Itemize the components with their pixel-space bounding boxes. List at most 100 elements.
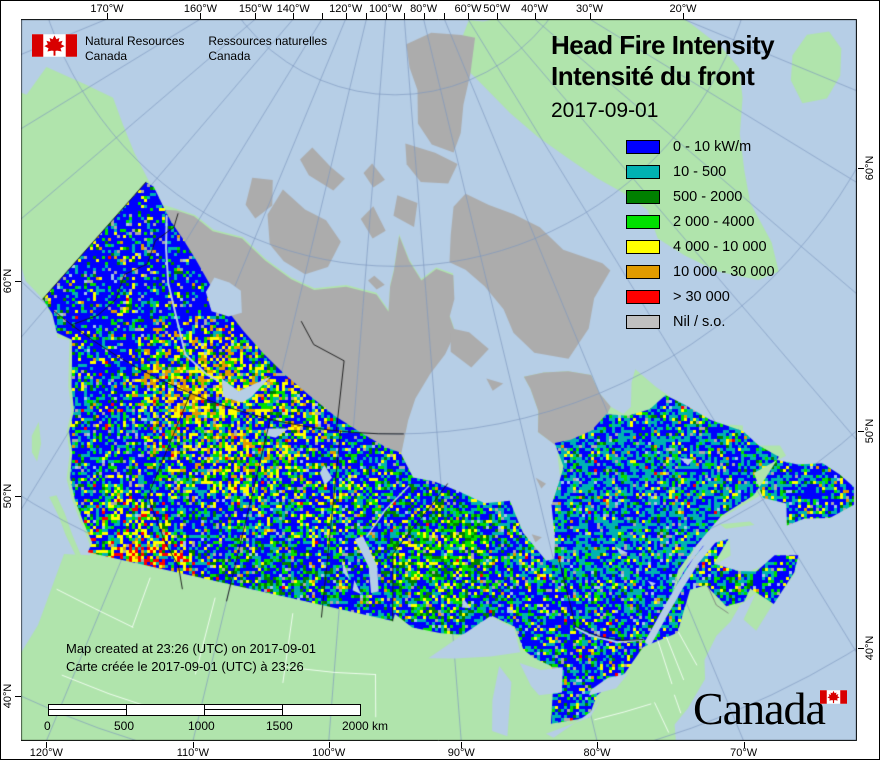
axis-label: 110°W [176,747,210,759]
scale-bar-graphic [48,704,361,716]
axis-label: 50°W [483,3,511,15]
legend-swatch [626,314,660,329]
legend-label: > 30 000 [673,288,730,305]
legend-swatch [626,239,660,254]
scale-bar: 0 500 1000 1500 2000 km [44,704,389,733]
dept-name-fr-line1: Ressources naturelles [208,34,328,48]
scale-bar-tick-label: 0 [44,719,51,733]
axis-label: 160°W [183,3,218,15]
legend-item: 0 - 10 kW/m [626,134,775,159]
legend: 0 - 10 kW/m 10 - 500 500 - 2000 2 000 - 400… [626,134,775,334]
credits-line-fr: Carte créée le 2017-09-01 (UTC) à 23:26 [66,659,304,674]
axis-tick [15,281,21,283]
legend-swatch [626,264,660,279]
credits-line-en: Map created at 23:26 (UTC) on 2017-09-01 [66,641,317,656]
axis-tick [366,13,368,19]
axis-label: 60°N [2,268,14,294]
axis-tick [683,13,685,19]
map-date: 2017-09-01 [551,99,659,122]
legend-item: 2 000 - 4000 [626,209,775,234]
map-title-en: Head Fire Intensity [551,30,775,60]
legend-item: > 30 000 [626,284,775,309]
legend-item: 500 - 2000 [626,184,775,209]
axis-label: 140°W [276,3,310,15]
dept-name-en-line2: Canada [85,49,128,63]
axis-label: 40°N [864,636,876,661]
axis-tick [46,742,48,748]
axis-tick [467,13,469,19]
canada-wordmark-text: Canada [693,683,826,734]
legend-swatch [626,139,660,154]
axis-label: 60°W [454,3,482,15]
legend-swatch [626,189,660,204]
legend-label: 4 000 - 10 000 [673,238,767,255]
axis-tick [534,13,536,19]
credits: Map created at 23:26 (UTC) on 2017-09-01… [66,640,316,676]
axis-label: 150°W [238,3,273,15]
scale-bar-tick-label: 1000 [188,719,215,733]
axis-tick [858,648,864,650]
legend-item: 10 - 500 [626,159,775,184]
axis-tick [385,13,387,19]
axis-label: 100°W [312,747,346,759]
axis-tick [293,13,295,19]
axis-label: 40°W [521,3,549,15]
legend-label: 500 - 2000 [673,188,743,205]
scale-bar-segment [283,705,360,715]
axis-tick [423,13,425,19]
axis-tick [589,13,591,19]
legend-swatch [626,214,660,229]
axis-tick [858,430,864,432]
axis-tick [192,742,194,748]
axis-label: 80°W [583,747,611,759]
scale-bar-segment [205,705,283,715]
scale-bar-tick-label: 500 [114,719,135,733]
scale-bar-segment [49,705,127,715]
canada-wordmark: Canada [693,683,847,734]
dept-name-fr-line2: Canada [208,49,251,63]
axis-label: 50°N [864,418,876,444]
axis-tick [496,13,498,19]
axis-tick [322,13,323,19]
axis-tick [106,13,108,19]
axis-label: 50°N [2,483,14,509]
legend-item: 4 000 - 10 000 [626,234,775,259]
axis-tick [345,13,347,19]
axis-label: 20°W [669,3,697,15]
axis-tick [743,742,745,748]
axis-tick [15,696,21,698]
nrcan-logo: Natural Resources Canada Ressources natu… [32,34,327,64]
axis-tick [858,167,864,169]
dept-name-fr: Ressources naturelles Canada [208,34,327,64]
axis-label: 40°N [2,683,14,709]
axis-tick [200,13,202,19]
axis-tick [461,742,463,748]
legend-item: 10 000 - 30 000 [626,259,775,284]
axis-label: 60°N [864,155,876,181]
legend-label: 10 000 - 30 000 [673,263,775,280]
legend-label: 0 - 10 kW/m [673,138,752,155]
axis-tick [328,742,330,748]
scale-bar-end-label: 2000 km [342,719,389,733]
legend-label: 2 000 - 4000 [673,213,755,230]
axis-label: 80°W [410,3,438,15]
axis-tick [404,13,406,19]
map-canvas [21,19,857,741]
axis-label: 70°W [730,747,758,759]
axis-label: 120°W [329,3,363,15]
axis-label: 30°W [576,3,604,15]
canada-flag-icon [32,34,77,57]
legend-swatch [626,164,660,179]
legend-item: Nil / s.o. [626,309,775,334]
axis-label: 90°W [447,747,475,759]
scale-bar-labels: 0 500 1000 1500 2000 km [44,719,389,733]
axis-tick [444,13,446,19]
legend-label: 10 - 500 [673,163,727,180]
map-title-fr: Intensité du front [551,61,755,91]
axis-tick [15,496,21,498]
scale-bar-segment [127,705,205,715]
legend-swatch [626,289,660,304]
canada-flag-icon [820,690,847,704]
axis-tick [255,13,257,19]
